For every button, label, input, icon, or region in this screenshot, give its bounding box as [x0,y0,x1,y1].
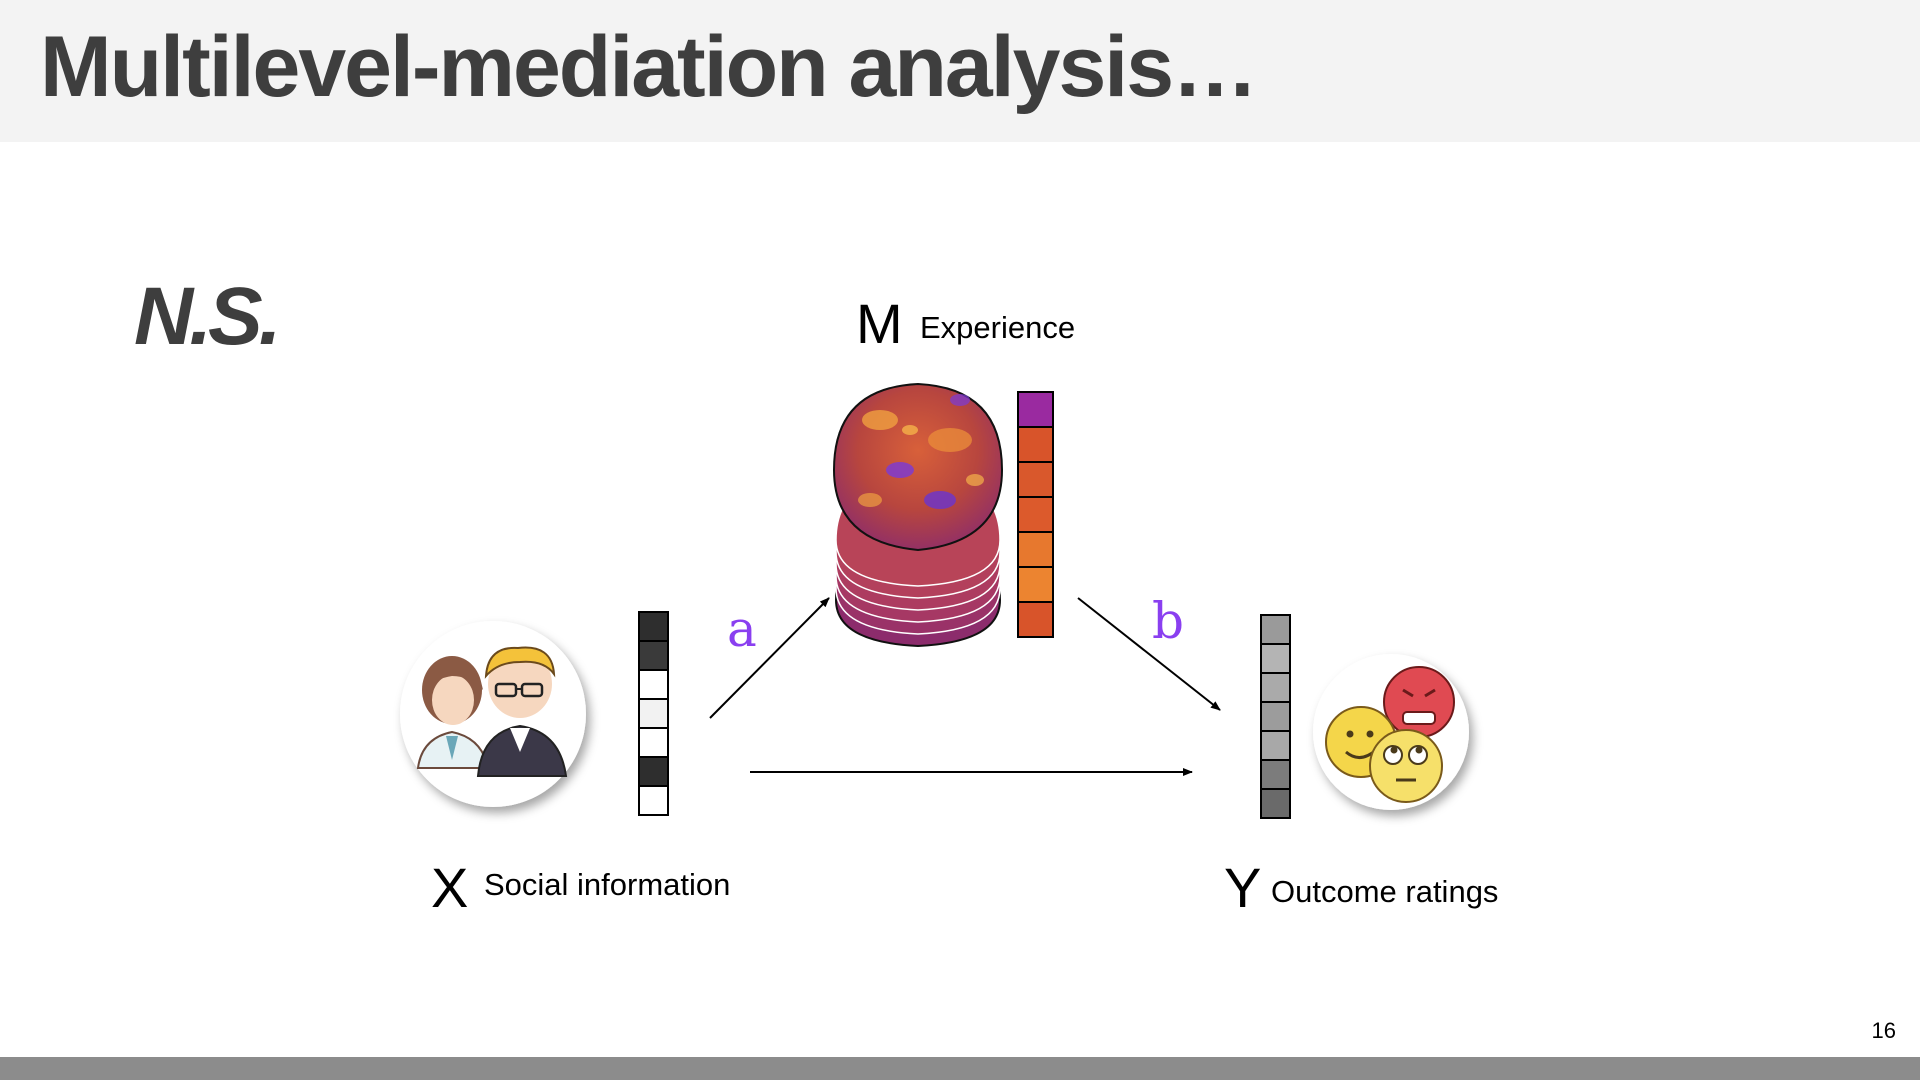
predictor-vector [638,611,669,816]
path-a-label: a [727,600,757,658]
mediator-label: Experience [920,310,1076,345]
mediator-brain-slices-icon [832,382,1004,648]
predictor-letter: X [431,856,469,919]
path-b-label: b [1152,592,1185,650]
mediator-letter: M [856,292,903,355]
result-label: N.S. [134,271,281,362]
title-bar: Multilevel-mediation analysis… [0,0,1920,142]
mediator-vector [1017,391,1054,638]
outcome-letter: Y [1224,856,1262,919]
outcome-label: Outcome ratings [1271,874,1499,909]
path-a-arrow [709,597,830,719]
footer-bar [0,1057,1920,1080]
outcome-emoji-faces-icon [1313,654,1469,810]
slide-title: Multilevel-mediation analysis… [40,19,1258,115]
page-number: 16 [1871,1018,1896,1043]
outcome-vector [1260,614,1291,819]
predictor-label: Social information [484,867,731,902]
predictor-people-icon [400,621,586,807]
path-b-arrow [1077,597,1221,711]
